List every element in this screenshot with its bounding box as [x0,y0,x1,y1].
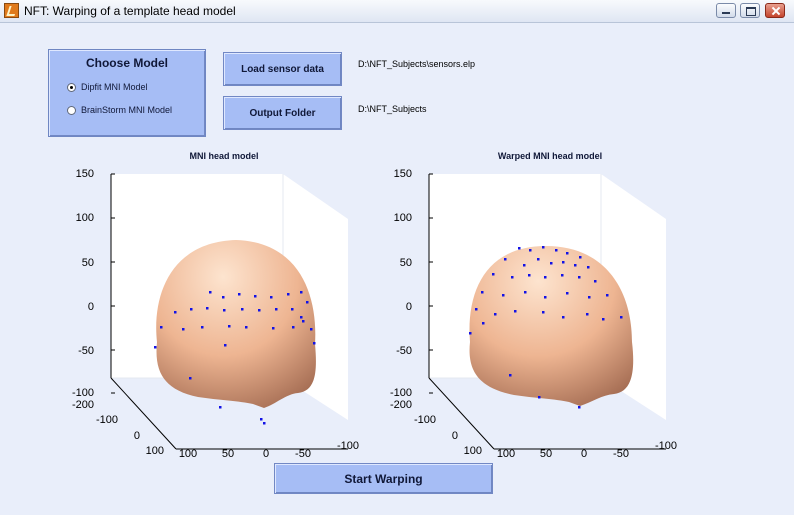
mni-head-model-plot[interactable]: MNI head model 150 100 50 0 -50 -100 -20… [48,146,408,464]
head-model-surface [156,240,316,408]
svg-text:-100: -100 [337,440,359,452]
svg-text:-100: -100 [390,387,412,399]
svg-text:-50: -50 [78,345,94,357]
sensor-points [154,291,316,425]
svg-text:-50: -50 [613,448,629,460]
y-axis-ticks: -200 -100 0 100 [72,399,164,457]
svg-text:50: 50 [222,448,234,460]
svg-text:-50: -50 [396,345,412,357]
maximize-button[interactable] [740,3,760,18]
svg-text:150: 150 [76,168,94,180]
close-button[interactable] [765,3,785,18]
window-title: NFT: Warping of a template head model [24,4,236,18]
svg-text:-100: -100 [655,440,677,452]
svg-text:-100: -100 [72,387,94,399]
svg-text:100: 100 [464,445,482,457]
head-model-surface [469,246,634,406]
choose-model-title: Choose Model [85,56,168,70]
svg-text:100: 100 [76,212,94,224]
svg-text:0: 0 [406,301,412,313]
svg-text:-200: -200 [72,399,94,411]
z-axis-ticks: 150 100 50 0 -50 -100 [72,168,115,399]
plot-title: MNI head model [189,151,258,161]
svg-text:50: 50 [82,257,94,269]
svg-text:50: 50 [400,257,412,269]
svg-text:0: 0 [88,301,94,313]
svg-text:-100: -100 [96,414,118,426]
start-warping-button[interactable]: Start Warping [274,463,493,494]
svg-text:100: 100 [394,212,412,224]
svg-text:100: 100 [146,445,164,457]
svg-text:0: 0 [452,430,458,442]
svg-text:-50: -50 [295,448,311,460]
x-axis-ticks: 100 50 0 -50 -100 [179,440,359,460]
output-folder-path: D:\NFT_Subjects [358,104,427,114]
plot-title: Warped MNI head model [498,151,602,161]
warped-head-model-plot[interactable]: Warped MNI head model 150 100 50 0 -50 -… [366,146,726,464]
minimize-button[interactable] [716,3,736,18]
svg-text:0: 0 [263,448,269,460]
svg-text:50: 50 [540,448,552,460]
minimize-icon [717,4,735,17]
svg-text:100: 100 [179,448,197,460]
sensor-points [469,246,623,409]
brainstorm-model-label[interactable]: BrainStorm MNI Model [81,105,173,115]
matlab-icon [4,3,19,18]
svg-text:150: 150 [394,168,412,180]
svg-text:-200: -200 [390,399,412,411]
dipfit-model-label[interactable]: Dipfit MNI Model [81,82,148,92]
svg-text:0: 0 [581,448,587,460]
dipfit-model-radio[interactable] [67,83,76,92]
svg-text:0: 0 [134,430,140,442]
close-icon [766,4,784,17]
svg-text:100: 100 [497,448,515,460]
y-axis-ticks: -200 -100 0 100 [390,399,482,457]
choose-model-panel: Choose Model Dipfit MNI Model BrainStorm… [48,49,206,137]
output-folder-button[interactable]: Output Folder [223,96,342,130]
x-axis-ticks: 100 50 0 -50 -100 [497,440,677,460]
brainstorm-model-radio[interactable] [67,106,76,115]
title-bar: NFT: Warping of a template head model [0,0,794,23]
y-axis-line [110,377,177,450]
y-axis-line [428,377,495,450]
sensor-file-path: D:\NFT_Subjects\sensors.elp [358,59,476,69]
z-axis-ticks: 150 100 50 0 -50 -100 [390,168,433,399]
load-sensor-data-button[interactable]: Load sensor data [223,52,342,86]
svg-text:-100: -100 [414,414,436,426]
maximize-icon [741,4,759,17]
